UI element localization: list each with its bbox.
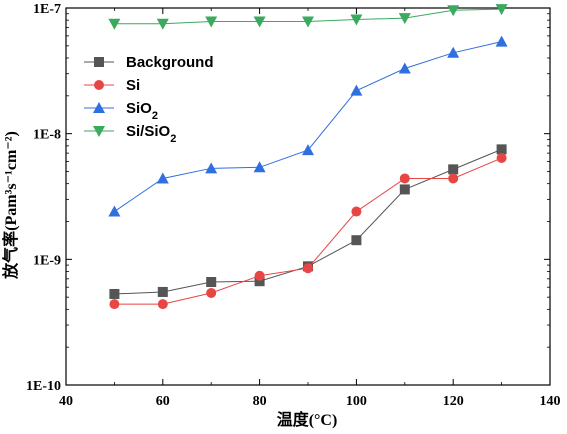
data-point-si bbox=[157, 299, 168, 310]
data-point-background bbox=[109, 288, 120, 299]
data-point-si-sio2 bbox=[253, 16, 266, 28]
data-point-si-sio2 bbox=[156, 18, 169, 30]
y-axis: 1E-10 1E-9 1E-8 1E-7 bbox=[26, 2, 550, 394]
data-point-background bbox=[399, 184, 410, 195]
x-axis-title: 温度(°C) bbox=[276, 410, 338, 429]
x-tick-label: 40 bbox=[59, 394, 73, 409]
data-point-background bbox=[448, 164, 459, 175]
y-tick-label: 1E-8 bbox=[33, 128, 61, 143]
x-tick-label: 60 bbox=[156, 394, 170, 409]
data-point-si bbox=[109, 299, 120, 310]
series-si bbox=[109, 153, 507, 310]
data-point-si bbox=[254, 270, 265, 281]
data-point-background bbox=[254, 276, 265, 287]
data-point-sio2 bbox=[302, 144, 314, 156]
data-point-si-sio2 bbox=[205, 16, 218, 28]
legend-marker bbox=[94, 80, 104, 90]
legend-item-si: Si bbox=[84, 77, 140, 94]
data-point-si bbox=[206, 287, 217, 298]
data-point-si bbox=[399, 173, 410, 184]
data-point-background bbox=[157, 286, 168, 297]
data-point-background bbox=[351, 235, 362, 246]
data-point-si bbox=[496, 153, 507, 164]
data-point-si bbox=[351, 206, 362, 217]
series-layer bbox=[108, 4, 508, 310]
legend-item-background: Background bbox=[84, 54, 214, 71]
x-tick-label: 80 bbox=[253, 394, 267, 409]
series-line-si bbox=[114, 157, 502, 305]
y-tick-label: 1E-7 bbox=[33, 2, 61, 17]
data-point-si bbox=[448, 173, 459, 184]
x-axis: 40 60 80 100 120 140 bbox=[59, 8, 561, 409]
data-point-si-sio2 bbox=[447, 5, 460, 17]
data-point-sio2 bbox=[447, 46, 460, 58]
legend-marker bbox=[94, 57, 104, 67]
data-point-si-sio2 bbox=[398, 13, 411, 25]
data-point-sio2 bbox=[253, 161, 266, 173]
legend-label: Si/SiO2 bbox=[126, 123, 176, 145]
data-point-background bbox=[496, 144, 507, 155]
series-background bbox=[109, 144, 507, 299]
data-point-sio2 bbox=[108, 205, 121, 217]
data-point-si bbox=[303, 263, 313, 274]
y-tick-label: 1E-10 bbox=[26, 379, 61, 394]
x-tick-label: 140 bbox=[540, 394, 561, 409]
series-si-sio2 bbox=[108, 4, 508, 30]
legend-label: Si bbox=[126, 77, 140, 94]
legend-label: Background bbox=[126, 54, 214, 71]
x-tick-label: 100 bbox=[346, 394, 367, 409]
data-point-sio2 bbox=[398, 62, 411, 74]
y-tick-label: 1E-9 bbox=[33, 253, 61, 268]
data-point-si-sio2 bbox=[302, 16, 314, 28]
data-point-si-sio2 bbox=[495, 4, 508, 16]
data-point-sio2 bbox=[205, 162, 218, 174]
data-point-background bbox=[206, 277, 217, 288]
legend-item-si-sio2: Si/SiO2 bbox=[84, 123, 176, 145]
data-point-sio2 bbox=[495, 35, 508, 47]
legend-label: SiO2 bbox=[126, 100, 158, 122]
legend-marker bbox=[93, 126, 105, 137]
y-axis-title: 放气率(Pam³s⁻¹cm⁻²) bbox=[1, 131, 20, 280]
series-sio2 bbox=[108, 35, 508, 217]
legend-marker bbox=[93, 102, 105, 113]
data-point-sio2 bbox=[156, 172, 169, 184]
x-tick-label: 120 bbox=[443, 394, 464, 409]
data-point-si-sio2 bbox=[350, 14, 363, 26]
legend-item-sio2: SiO2 bbox=[84, 100, 158, 122]
data-point-sio2 bbox=[350, 84, 363, 96]
data-point-si-sio2 bbox=[108, 18, 121, 30]
